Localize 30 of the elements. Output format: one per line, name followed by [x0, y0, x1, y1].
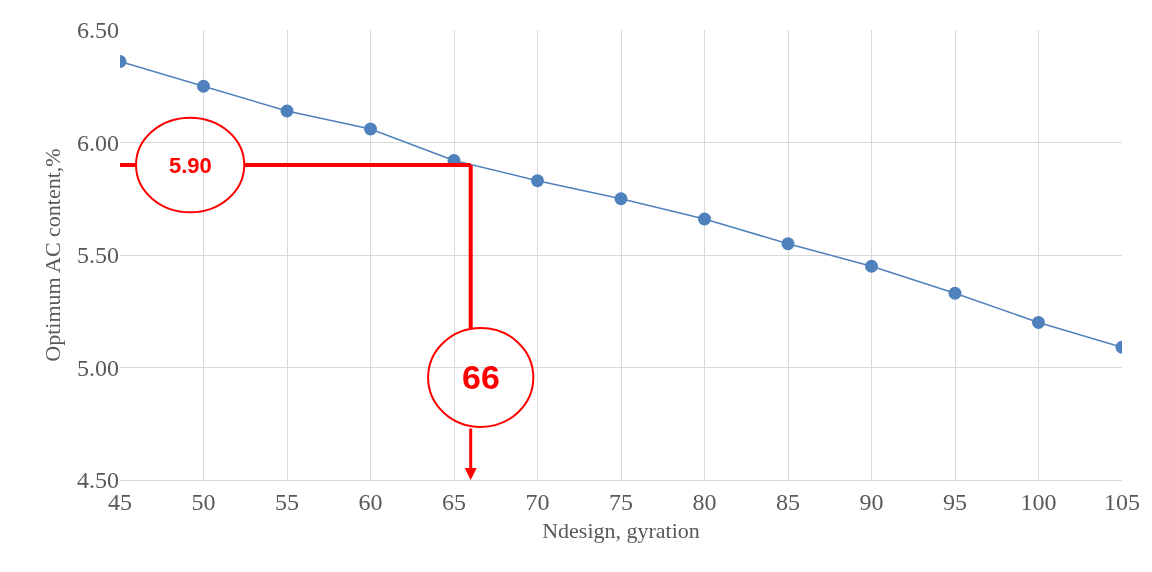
point: [280, 104, 294, 118]
point: [197, 79, 210, 93]
point: [698, 212, 711, 226]
x-tick-label: 70: [525, 488, 550, 515]
ref-line-label: 66: [462, 358, 500, 396]
y-tick-label: 5.00: [77, 354, 119, 381]
x-tick-label: 100: [1020, 488, 1057, 515]
ref-line-label: 5.90: [169, 153, 212, 178]
y-tick-label: 6.50: [77, 17, 119, 44]
y-axis-title: Optimum AC content,%: [39, 148, 65, 362]
x-tick-label: 60: [358, 488, 383, 515]
point: [1032, 316, 1045, 329]
point: [865, 259, 878, 273]
x-tick-label: 85: [776, 488, 800, 515]
x-tick-label: 65: [442, 488, 466, 515]
point: [948, 286, 962, 300]
x-tick-label: 95: [943, 488, 967, 515]
x-tick-label: 80: [692, 488, 717, 515]
x-axis-title: Ndesign, gyration: [542, 517, 700, 543]
x-tick-label: 55: [275, 488, 299, 515]
point: [531, 174, 544, 188]
y-tick-label: 6.00: [77, 129, 119, 156]
point: [781, 237, 795, 251]
x-tick-label: 105: [1104, 488, 1140, 515]
point: [364, 122, 377, 136]
x-tick-label: 50: [191, 488, 216, 515]
x-tick-label: 90: [859, 488, 884, 515]
point: [614, 192, 628, 206]
x-tick-label: 75: [609, 488, 633, 515]
y-tick-label: 5.50: [77, 242, 119, 269]
